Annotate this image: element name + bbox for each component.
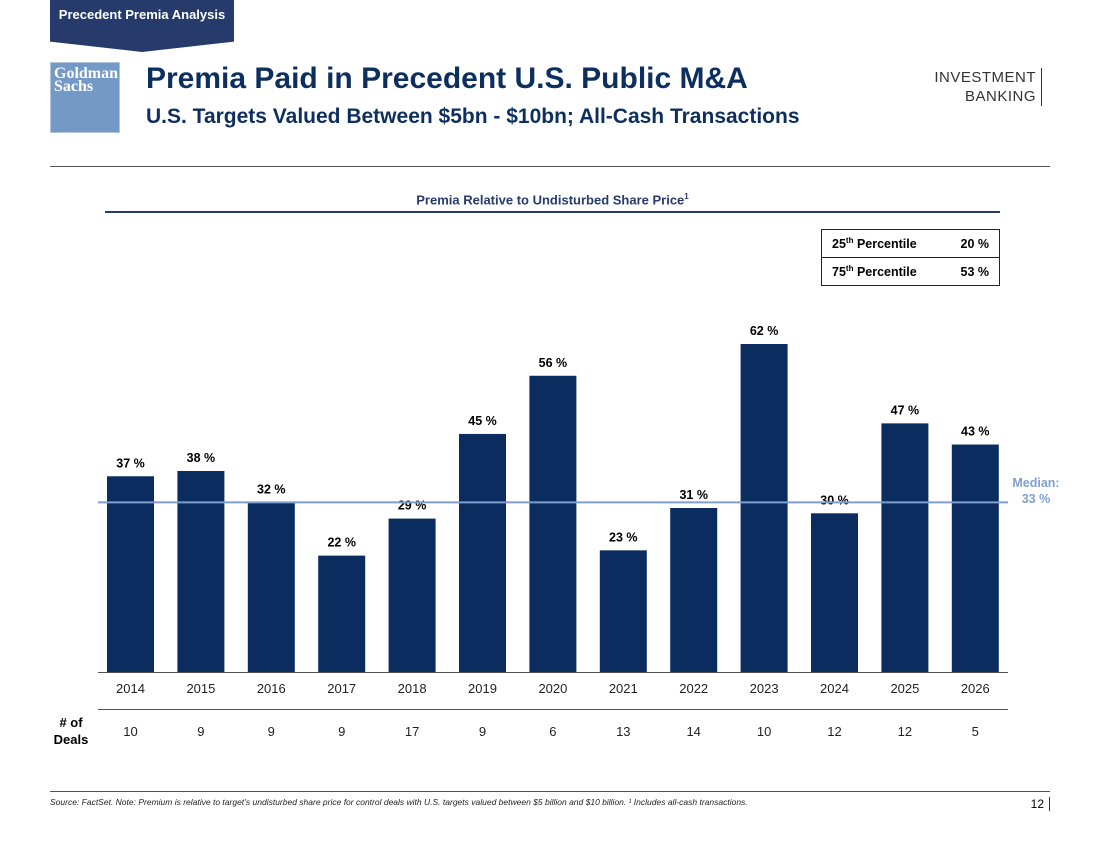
deal-count: 14 <box>686 724 700 739</box>
deal-count: 17 <box>405 724 419 739</box>
x-tick-label: 2025 <box>890 681 919 696</box>
section-tab <box>50 0 234 52</box>
x-tick-label: 2020 <box>538 681 567 696</box>
deal-count: 10 <box>757 724 771 739</box>
bar-2024 <box>811 513 858 672</box>
section-tab-label: Precedent Premia Analysis <box>58 7 226 22</box>
data-label: 22 % <box>327 536 356 550</box>
x-tick-label: 2019 <box>468 681 497 696</box>
bar-2023 <box>740 344 788 672</box>
percentile-row: 75th Percentile 53 % <box>822 257 999 285</box>
x-tick-label: 2018 <box>398 681 427 696</box>
header-divider <box>50 166 1050 167</box>
data-label: 32 % <box>257 483 286 497</box>
bar-2019 <box>459 433 506 672</box>
x-tick-label: 2016 <box>257 681 286 696</box>
bar-2014 <box>107 476 154 672</box>
deals-label: # of <box>59 715 83 730</box>
deal-count: 10 <box>123 724 137 739</box>
page-title: Premia Paid in Precedent U.S. Public M&A <box>146 62 748 95</box>
deal-count: 13 <box>616 724 630 739</box>
percentile-box: 25th Percentile 20 % 75th Percentile 53 % <box>821 229 1000 286</box>
x-tick-label: 2021 <box>609 681 638 696</box>
deal-count: 9 <box>197 724 204 739</box>
x-tick-label: 2026 <box>961 681 990 696</box>
source-note: Source: FactSet. Note: Premium is relati… <box>50 797 748 807</box>
bar-2022 <box>670 508 718 672</box>
bar-2018 <box>388 518 436 672</box>
data-label: 23 % <box>609 530 638 544</box>
goldman-sachs-logo: Goldman Sachs <box>50 62 120 133</box>
chart-title-underline <box>105 211 1000 213</box>
data-label: 62 % <box>750 324 779 338</box>
chart-title-text: Premia Relative to Undisturbed Share Pri… <box>416 192 685 208</box>
deal-count: 9 <box>268 724 275 739</box>
deal-count: 5 <box>972 724 979 739</box>
brand-line1: INVESTMENT <box>934 69 1036 86</box>
x-tick-label: 2022 <box>679 681 708 696</box>
page-number: 12 <box>1031 797 1050 811</box>
data-label: 43 % <box>961 425 990 439</box>
bar-2021 <box>599 550 647 672</box>
page-subtitle: U.S. Targets Valued Between $5bn - $10bn… <box>146 105 800 128</box>
median-value: 33 % <box>1022 492 1051 506</box>
chart-title-footnote: 1 <box>684 192 689 201</box>
data-label: 38 % <box>187 451 216 465</box>
bar-2016 <box>247 502 295 672</box>
data-label: 29 % <box>398 499 427 513</box>
bar-2017 <box>318 555 366 672</box>
bar-2015 <box>177 470 225 672</box>
percentile-row: 25th Percentile 20 % <box>832 235 989 252</box>
data-label: 45 % <box>468 414 497 428</box>
bar-2020 <box>529 375 577 672</box>
deal-count: 9 <box>479 724 486 739</box>
deal-count: 6 <box>549 724 556 739</box>
bar-2026 <box>951 444 999 672</box>
footer-divider <box>50 791 1050 792</box>
brand-label: INVESTMENT BANKING <box>934 68 1042 106</box>
bar-2025 <box>881 423 929 672</box>
data-label: 30 % <box>820 493 849 507</box>
x-tick-label: 2015 <box>186 681 215 696</box>
x-tick-label: 2024 <box>820 681 849 696</box>
data-label: 37 % <box>116 456 145 470</box>
deal-count: 12 <box>898 724 912 739</box>
brand-line2: BANKING <box>964 88 1036 105</box>
x-tick-label: 2014 <box>116 681 145 696</box>
median-label: Median: <box>1012 476 1059 490</box>
deals-label: Deals <box>54 732 89 747</box>
x-tick-label: 2017 <box>327 681 356 696</box>
chart-title: Premia Relative to Undisturbed Share Pri… <box>105 192 1000 207</box>
deal-count: 12 <box>827 724 841 739</box>
data-label: 31 % <box>679 488 708 502</box>
x-tick-label: 2023 <box>750 681 779 696</box>
data-label: 47 % <box>891 403 920 417</box>
deal-count: 9 <box>338 724 345 739</box>
data-label: 56 % <box>539 356 568 370</box>
